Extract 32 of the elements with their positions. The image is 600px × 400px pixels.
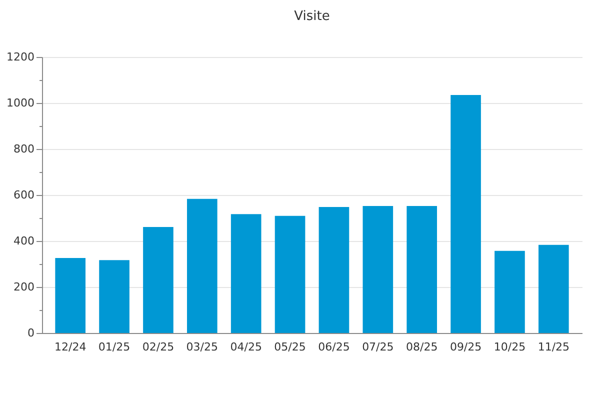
x-tick-label: 06/25 bbox=[318, 340, 350, 354]
x-tick-label: 12/24 bbox=[54, 340, 86, 354]
bar bbox=[538, 244, 569, 333]
bar bbox=[318, 206, 350, 333]
x-tick-label: 03/25 bbox=[186, 340, 218, 354]
y-tick-label: 200 bbox=[14, 280, 34, 294]
y-tick-label: 400 bbox=[14, 234, 34, 248]
x-tick-label: 05/25 bbox=[274, 340, 306, 354]
x-tick-label: 04/25 bbox=[230, 340, 262, 354]
bar bbox=[274, 216, 306, 333]
x-tick-label: 09/25 bbox=[450, 340, 482, 354]
x-tick-label: 10/25 bbox=[494, 340, 526, 354]
bar bbox=[362, 206, 394, 333]
bar bbox=[494, 250, 525, 333]
bar bbox=[406, 206, 438, 333]
bar bbox=[99, 260, 130, 333]
x-tick-label: 11/25 bbox=[538, 340, 570, 354]
bar bbox=[143, 226, 174, 333]
chart-title: Visite bbox=[294, 9, 330, 24]
y-tick-label: 1200 bbox=[6, 50, 34, 64]
y-tick-label: 1000 bbox=[6, 96, 34, 110]
bar bbox=[186, 198, 218, 333]
x-tick-label: 02/25 bbox=[142, 340, 174, 354]
bar bbox=[55, 258, 86, 333]
bar bbox=[230, 214, 262, 333]
y-tick-label: 0 bbox=[28, 326, 34, 340]
y-tick-label: 800 bbox=[14, 142, 34, 156]
x-tick-label: 01/25 bbox=[98, 340, 130, 354]
x-tick-label: 07/25 bbox=[362, 340, 394, 354]
x-tick-label: 08/25 bbox=[406, 340, 438, 354]
y-tick-label: 600 bbox=[14, 188, 34, 202]
bar bbox=[450, 94, 481, 333]
